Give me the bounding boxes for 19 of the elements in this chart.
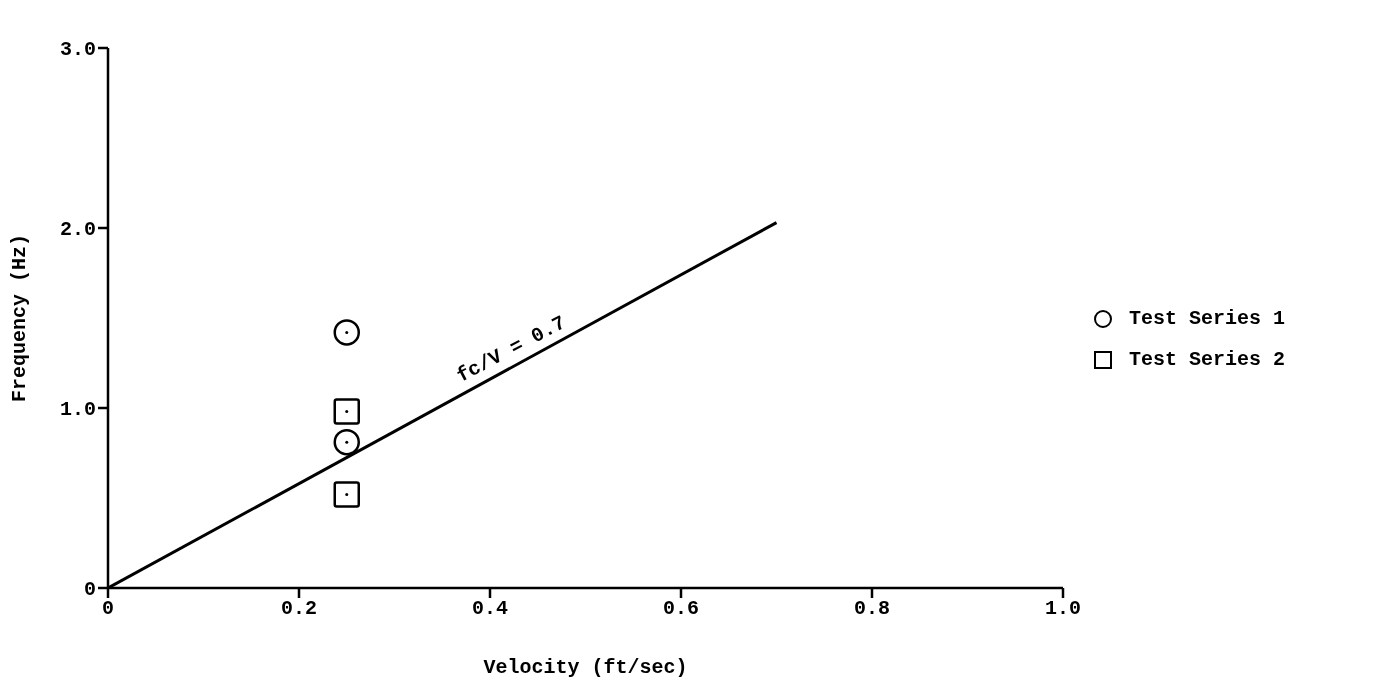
x-tick-label: 0.2: [280, 597, 318, 621]
point: [333, 428, 360, 456]
x-tick-label: 0: [101, 597, 115, 621]
x-tick-label: 1.0: [1044, 597, 1082, 621]
legend-label: Test Series 1: [1129, 307, 1286, 330]
x-axis-title: Velocity (ft/sec): [483, 656, 688, 679]
legend-label: Test Series 2: [1129, 348, 1286, 371]
y-tick-label: 3.0: [59, 38, 96, 62]
point: [333, 398, 360, 425]
x-tick-label: 0.8: [853, 597, 891, 621]
y-tick-label: 0: [83, 578, 96, 602]
x-tick-label: 0.6: [662, 597, 700, 621]
point: [333, 481, 360, 508]
y-axis-title: Frequency (Hz): [8, 233, 32, 403]
y-tick-label: 2.0: [59, 218, 96, 242]
point: [333, 319, 360, 346]
annotation: fc/V = 0.7: [452, 311, 570, 388]
x-tick-label: 0.4: [471, 597, 509, 621]
y-tick-label: 1.0: [59, 398, 96, 422]
